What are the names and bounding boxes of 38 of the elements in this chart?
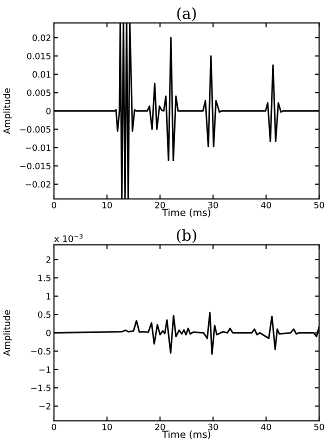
y-tick-label: −0.01 (26, 144, 50, 151)
y-tick-label: −0.015 (20, 162, 50, 170)
y-tick-label: −0.02 (26, 181, 50, 188)
y-tick-label: −1.5 (31, 384, 50, 392)
text: x 10$^{−3}$ (54, 234, 83, 242)
y-tick-label: −0.5 (31, 348, 50, 355)
x-tick-label: 40 (261, 202, 272, 208)
y-tick-label: 1 (46, 293, 50, 300)
x-tick-label: 0 (52, 202, 56, 208)
x-tick-label: 30 (208, 202, 218, 208)
x-tick-label: 10 (102, 424, 112, 430)
y-tick-label: −2 (39, 403, 50, 410)
y-tick-label: 0 (46, 108, 51, 114)
y-tick-label: 0.02 (32, 34, 50, 42)
y-tick-label: 0.015 (27, 52, 50, 60)
y-axis-title: Amplitude (3, 88, 12, 134)
x-tick-label: 50 (314, 202, 324, 208)
x-tick-label: 0 (52, 424, 56, 430)
y-tick-label: 0.5 (38, 311, 50, 318)
x-tick-label: 10 (102, 202, 112, 208)
line-series (54, 22, 320, 199)
x-tick-label: 50 (314, 424, 324, 430)
y-tick-label: −1 (39, 366, 50, 373)
x-axis-title: Time (ms) (162, 208, 210, 218)
x-tick-label: 40 (261, 424, 272, 430)
y-tick-label: −0.005 (20, 126, 50, 133)
y-tick-label: 0 (46, 330, 51, 336)
y-tick-label: 0.005 (27, 90, 50, 96)
y-axis-title: Amplitude (3, 310, 12, 356)
x-tick-label: 20 (155, 202, 165, 208)
x-tick-label: 20 (155, 424, 165, 430)
x-axis-title: Time (ms) (162, 430, 210, 440)
chart-title: (b) (176, 229, 196, 244)
chart-title: (a) (177, 7, 196, 22)
y-tick-label: 1.5 (38, 274, 50, 282)
y-tick-label: 2 (46, 256, 50, 263)
y-tick-label: 0.01 (32, 71, 50, 78)
x-tick-label: 30 (208, 424, 218, 430)
